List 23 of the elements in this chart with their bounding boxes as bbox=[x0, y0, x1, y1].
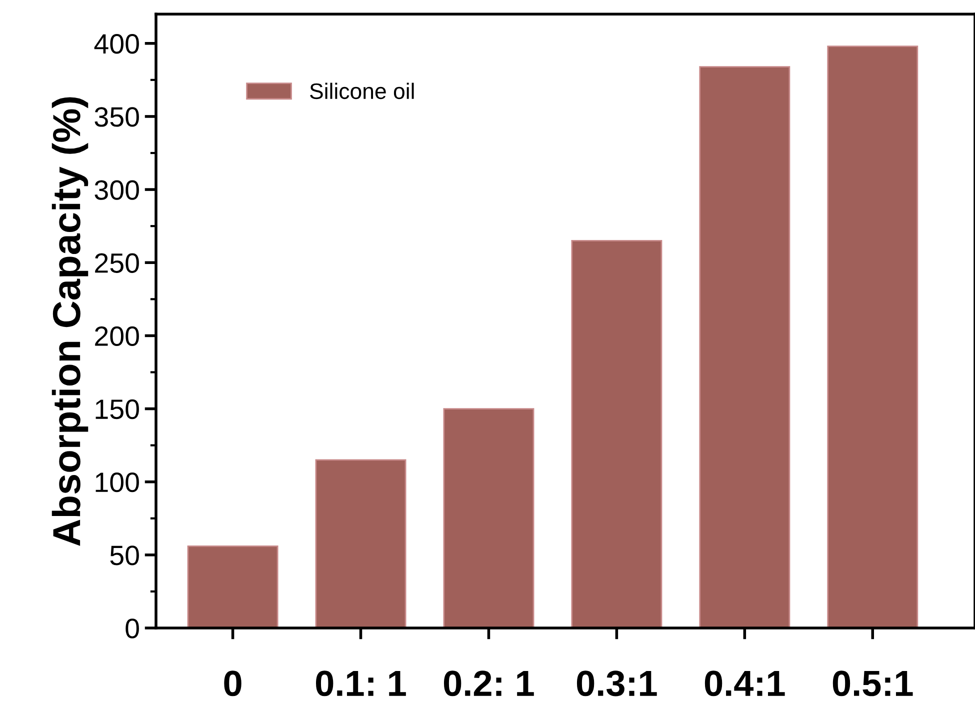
x-tick-label: 0.5:1 bbox=[832, 670, 913, 696]
y-tick-label: 0 bbox=[126, 618, 139, 638]
x-tick-label: 0.3:1 bbox=[576, 670, 657, 696]
bar bbox=[827, 46, 918, 628]
y-tick-label: 100 bbox=[96, 472, 139, 492]
y-tick-label: 250 bbox=[95, 253, 139, 273]
bar bbox=[571, 240, 662, 628]
x-tick-label: 0.4:1 bbox=[704, 670, 785, 696]
bar bbox=[187, 545, 278, 628]
bar bbox=[315, 459, 406, 628]
y-axis-title: Absorption Capacity (%) bbox=[52, 97, 88, 546]
legend-label: Silicone oil bbox=[310, 82, 414, 100]
y-tick-label: 300 bbox=[94, 180, 139, 200]
y-tick-label: 150 bbox=[96, 399, 139, 420]
x-tick-label: 0.1: 1 bbox=[316, 670, 406, 696]
x-tick-label: 0.2: 1 bbox=[444, 670, 534, 696]
bar bbox=[699, 66, 790, 628]
y-tick-label: 50 bbox=[110, 546, 139, 566]
y-tick-label: 400 bbox=[94, 34, 139, 54]
bar bbox=[443, 408, 534, 628]
y-tick-label: 200 bbox=[95, 326, 139, 346]
y-tick-label: 350 bbox=[94, 107, 139, 127]
x-tick-label: 0 bbox=[224, 670, 242, 696]
